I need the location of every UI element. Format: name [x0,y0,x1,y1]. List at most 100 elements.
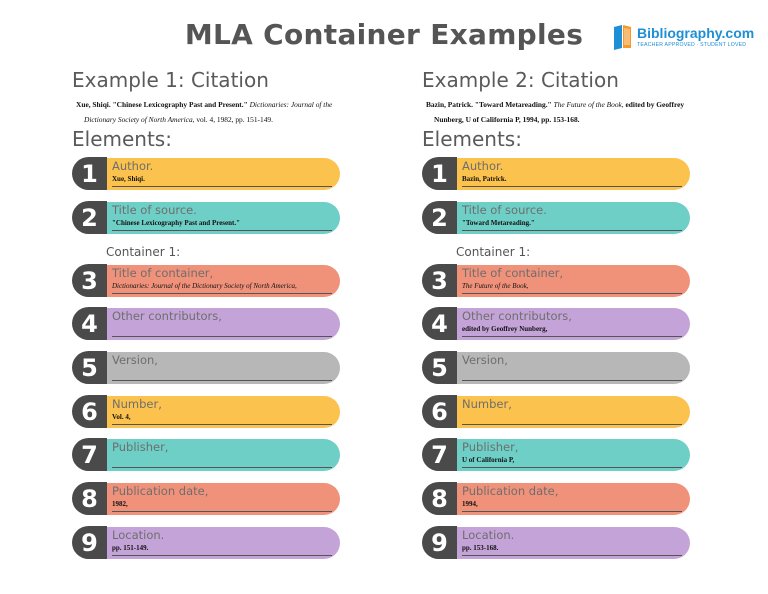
element-underline [462,186,682,187]
element-number: 3 [422,264,457,297]
example-1-column: Example 1: Citation Xue, Shiqi. "Chinese… [72,0,402,594]
element-underline [112,293,332,294]
element-number-field: 6 Number, Vol. 4, [72,395,342,428]
element-other-contributors: 4 Other contributors, [72,307,342,340]
element-label: Author. [112,159,154,173]
element-underline [462,293,682,294]
element-pill [436,265,690,297]
element-value: Vol. 4, [112,413,131,421]
element-value: Dictionaries: Journal of the Dictionary … [112,282,297,290]
element-number: 5 [422,351,457,384]
element-number: 2 [422,201,457,234]
element-label: Publisher, [112,440,169,454]
page-title: MLA Container Examples [184,18,584,51]
element-location: 9 Location. pp. 151-149. [72,526,342,559]
element-label: Version, [112,353,158,367]
element-pill [436,158,690,190]
element-label: Number, [112,397,162,411]
element-publisher: 7 Publisher, U of California P, [422,438,692,471]
element-label: Other contributors, [112,309,222,323]
element-number: 2 [72,201,107,234]
element-label: Publisher, [462,440,519,454]
citation-rest: vol. 4, 1982, pp. 151-149. [196,115,273,124]
element-underline [462,511,682,512]
element-underline [462,555,682,556]
element-pill [86,202,340,234]
element-underline [462,467,682,468]
element-pill [86,308,340,340]
element-pill [436,527,690,559]
element-value: pp. 151-149. [112,544,149,552]
element-number: 8 [72,482,107,515]
example-1-elements-heading: Elements: [72,127,172,151]
element-underline [112,467,332,468]
element-label: Title of container, [462,266,564,280]
element-pill [86,158,340,190]
element-value: edited by Geoffrey Nunberg, [462,325,548,333]
element-number: 9 [72,526,107,559]
element-pill [436,202,690,234]
example-1-container-label: Container 1: [106,245,181,259]
element-value: "Toward Metareading." [462,219,535,227]
element-other-contributors: 4 Other contributors, edited by Geoffrey… [422,307,692,340]
element-underline [112,230,332,231]
element-value: Bazin, Patrick. [462,175,507,183]
element-pill [436,483,690,515]
element-label: Number, [462,397,512,411]
element-author: 1 Author. Xue, Shiqi. [72,157,342,190]
element-pill [436,396,690,428]
element-underline [462,230,682,231]
element-number: 1 [422,157,457,190]
element-title-of-container: 3 Title of container, The Future of the … [422,264,692,297]
element-label: Publication date, [112,484,209,498]
bibliography-logo[interactable]: Bibliography.com TEACHER APPROVED · STUD… [612,22,762,54]
element-publication-date: 8 Publication date, 1994, [422,482,692,515]
element-value: "Chinese Lexicography Past and Present." [112,219,241,227]
element-underline [462,424,682,425]
logo-tagline: TEACHER APPROVED · STUDENT LOVED [637,42,747,48]
element-version: 5 Version, [422,351,692,384]
element-underline [112,380,332,381]
element-pill [436,352,690,384]
element-underline [112,186,332,187]
element-label: Location. [112,528,165,542]
element-pill [86,527,340,559]
element-pill [86,396,340,428]
logo-name: Bibliography.com [637,25,755,41]
example-2-elements-heading: Elements: [422,127,522,151]
example-2-column: Example 2: Citation Bazin, Patrick. "Tow… [422,0,752,594]
element-number: 9 [422,526,457,559]
example-1-heading: Example 1: Citation [72,68,269,92]
element-underline [112,336,332,337]
citation-author: Bazin, Patrick. [426,100,474,109]
example-2-container-label: Container 1: [456,245,531,259]
element-underline [462,336,682,337]
citation-container: The Future of the Book, [553,100,624,109]
element-location: 9 Location. pp. 153-168. [422,526,692,559]
element-value: 1982, [112,500,128,508]
element-number: 4 [72,307,107,340]
element-label: Publication date, [462,484,559,498]
element-number: 1 [72,157,107,190]
element-label: Author. [462,159,504,173]
element-number: 8 [422,482,457,515]
element-pill [436,308,690,340]
citation-author: Xue, Shiqi. [76,100,111,109]
book-icon [614,25,631,50]
element-number: 6 [422,395,457,428]
element-value: The Future of the Book, [462,282,529,290]
element-value: 1994, [462,500,478,508]
element-pill [86,352,340,384]
element-number-field: 6 Number, [422,395,692,428]
element-underline [112,511,332,512]
element-underline [462,380,682,381]
element-underline [112,424,332,425]
element-pill [436,439,690,471]
element-version: 5 Version, [72,351,342,384]
element-number: 4 [422,307,457,340]
element-value: U of California P, [462,456,515,464]
example-2-heading: Example 2: Citation [422,68,619,92]
element-title-of-source: 2 Title of source. "Chinese Lexicography… [72,201,342,234]
element-label: Other contributors, [462,309,572,323]
element-number: 7 [72,438,107,471]
